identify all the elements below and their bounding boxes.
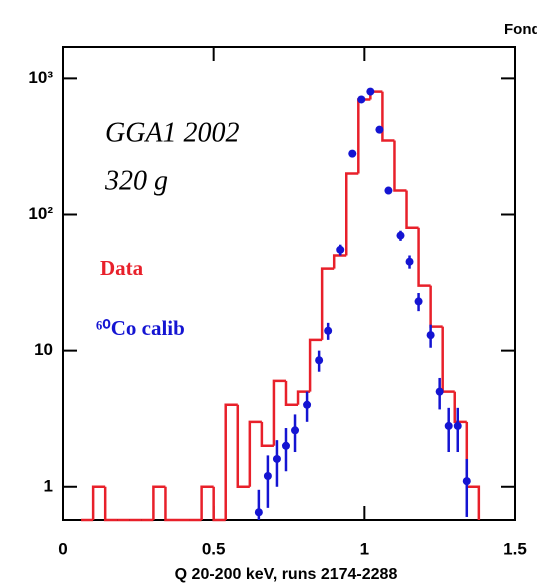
chart-title: Fond: [504, 21, 537, 38]
histogram-step: [453, 391, 467, 424]
data-point: [291, 426, 300, 435]
data-point: [426, 331, 435, 340]
data-point: [348, 149, 357, 158]
y-tick-label: 10²: [28, 204, 53, 223]
data-point: [324, 326, 333, 335]
data-point: [272, 454, 281, 463]
y-tick-label: 1: [44, 476, 53, 495]
data-point: [462, 477, 471, 486]
data-point: [366, 87, 375, 96]
histogram-step: [284, 380, 299, 407]
histogram-step: [103, 486, 118, 522]
data-point: [384, 186, 393, 195]
histogram-step: [393, 140, 407, 192]
histogram-step: [417, 227, 431, 287]
histogram-step: [91, 485, 106, 520]
histogram-step: [465, 421, 481, 520]
data-point: [281, 441, 290, 450]
histogram-step: [272, 379, 286, 446]
data-point: [396, 231, 405, 240]
y-tick-label: 10: [34, 340, 53, 359]
x-tick-label: 1.5: [503, 539, 527, 558]
data-point: [375, 125, 384, 134]
data-point: [357, 95, 366, 104]
x-tick-label: 1: [360, 539, 369, 558]
histogram-step: [405, 190, 419, 229]
histogram-step: [152, 485, 166, 520]
data-point: [263, 471, 272, 480]
x-tick-label: 0: [58, 539, 67, 558]
data-point: [453, 421, 462, 430]
x-tick-label: 0.5: [202, 539, 226, 558]
annotation: 320 g: [104, 165, 168, 196]
histogram-step: [224, 403, 238, 520]
histogram-step: [441, 326, 455, 393]
y-tick-label: 10³: [28, 68, 53, 87]
annotation: GGA1 2002: [105, 117, 240, 148]
histogram-step: [320, 267, 335, 340]
histogram-step: [345, 172, 359, 256]
data-point: [444, 421, 453, 430]
histogram-step: [200, 485, 214, 520]
data-point: [303, 400, 312, 409]
histogram-step: [260, 421, 274, 448]
legend-entry: Data: [100, 256, 144, 280]
data-point: [405, 257, 414, 266]
histogram-step: [248, 420, 262, 487]
data-point: [254, 508, 263, 517]
data-point: [435, 387, 444, 396]
data-point: [315, 356, 324, 365]
data-point: [414, 297, 423, 306]
plot-frame: [62, 46, 516, 521]
data-point: [336, 245, 345, 254]
histogram-step: [381, 91, 395, 142]
x-axis-label: Q 20-200 keV, runs 2174-2288: [175, 566, 398, 583]
histogram-step: [236, 404, 250, 489]
histogram-step: [357, 98, 371, 174]
histogram-step: [212, 486, 226, 522]
histogram-step: [429, 285, 443, 328]
legend-entry: ⁶⁰Co calib: [96, 316, 185, 340]
histogram-step: [164, 486, 178, 522]
histogram-step: [308, 338, 323, 392]
histogram-step: [332, 254, 347, 269]
